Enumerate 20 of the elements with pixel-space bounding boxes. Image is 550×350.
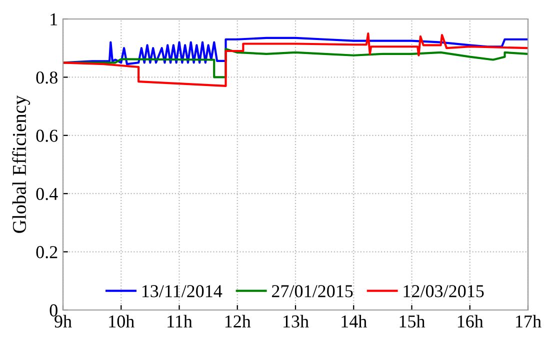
x-tick-label: 9h — [54, 314, 72, 328]
line-series — [63, 32, 528, 87]
x-tick-label: 14h — [342, 314, 367, 328]
y-axis-title: Global Efficiency — [12, 95, 30, 233]
legend-label: 12/03/2015 — [404, 285, 484, 298]
legend-label: 27/01/2015 — [272, 285, 353, 298]
x-tick-label: 15h — [400, 314, 426, 328]
y-tick-label: 0.4 — [36, 188, 58, 200]
x-tick-label: 17h — [516, 314, 542, 328]
y-tick-label: 1 — [50, 13, 58, 26]
x-tick-label: 13h — [284, 314, 309, 328]
y-tick-label: 0.8 — [36, 71, 58, 84]
y-tick-label: 0 — [50, 304, 58, 316]
legend-label: 13/11/2014 — [142, 285, 222, 298]
x-tick-label: 10h — [109, 314, 134, 328]
x-tick-label: 16h — [458, 314, 484, 328]
y-tick-label: 0.2 — [36, 246, 58, 258]
y-tick-label: 0.6 — [36, 130, 58, 142]
x-tick-label: 11h — [168, 314, 192, 328]
x-tick-label: 12h — [225, 314, 251, 328]
